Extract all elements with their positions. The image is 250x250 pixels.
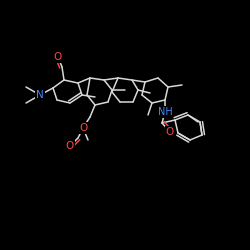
Text: O: O [54,52,62,62]
Text: N: N [36,90,44,100]
Text: O: O [166,127,174,137]
Text: O: O [66,141,74,151]
Text: NH: NH [158,107,172,117]
Text: O: O [79,123,87,133]
